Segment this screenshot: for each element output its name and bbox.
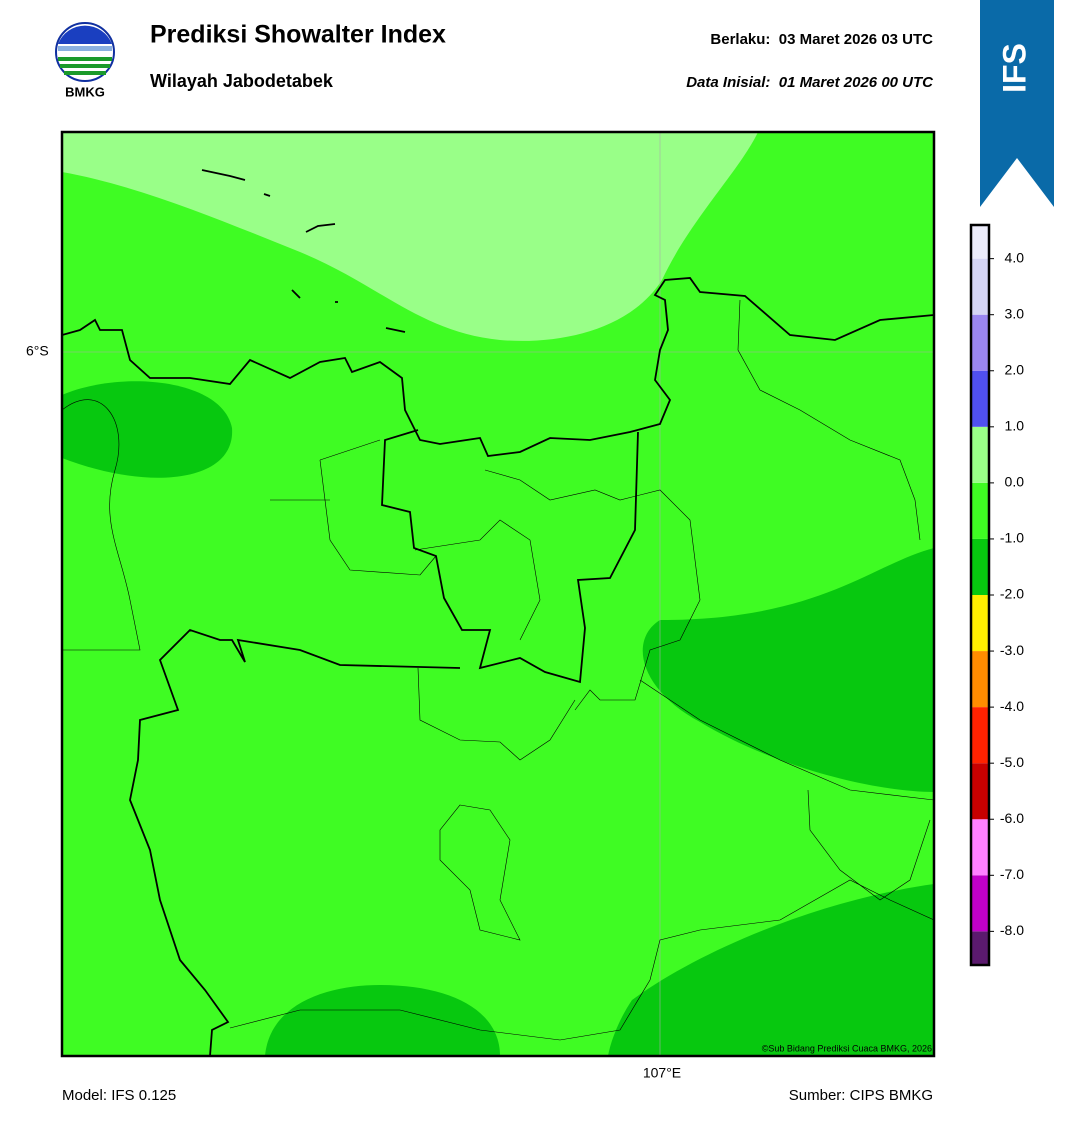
colorbar-tick-label: -2.0 xyxy=(1000,586,1024,602)
lat-label: 6°S xyxy=(26,343,49,359)
colorbar-segment xyxy=(971,225,989,259)
colorbar-segment xyxy=(971,707,989,764)
colorbar-tick-label: 4.0 xyxy=(1005,249,1025,265)
colorbar-tick-label: -6.0 xyxy=(1000,810,1024,826)
colorbar-segment xyxy=(971,538,989,595)
colorbar-tick-label: -7.0 xyxy=(1000,866,1024,882)
colorbar-tick-label: -3.0 xyxy=(1000,642,1024,658)
colorbar-segment xyxy=(971,370,989,427)
valid-time: Berlaku: 03 Maret 2026 03 UTC xyxy=(710,31,933,48)
badge-text: IFS xyxy=(996,43,1032,93)
colorbar-segment xyxy=(971,258,989,315)
colorbar-tick-label: 0.0 xyxy=(1005,474,1025,490)
colorbar-tick-label: -5.0 xyxy=(1000,754,1024,770)
logo-text: BMKG xyxy=(65,84,105,99)
model: Model: IFS 0.125 xyxy=(62,1087,176,1104)
colorbar-segment xyxy=(971,482,989,539)
colorbar-segment xyxy=(971,595,989,652)
colorbar-segment xyxy=(971,314,989,371)
colorbar-segment xyxy=(971,819,989,876)
title: Prediksi Showalter Index xyxy=(150,21,446,49)
lon-label: 107°E xyxy=(643,1065,681,1081)
colorbar-segment xyxy=(971,763,989,820)
colorbar-segment xyxy=(971,426,989,483)
credit: ©Sub Bidang Prediksi Cuaca BMKG, 2026 xyxy=(762,1043,932,1053)
colorbar-tick-label: -8.0 xyxy=(1000,922,1024,938)
badge xyxy=(980,0,1054,207)
source: Sumber: CIPS BMKG xyxy=(789,1087,933,1104)
colorbar-tick-label: -4.0 xyxy=(1000,698,1024,714)
colorbar: 4.0 3.0 2.0 1.0 0.0 -1.0 -2.0 -3.0 -4.0 -5.0 -6.0 -… xyxy=(969,223,1025,967)
map xyxy=(62,132,934,1056)
colorbar-tick-label: 3.0 xyxy=(1005,305,1025,321)
subtitle: Wilayah Jabodetabek xyxy=(150,71,334,91)
colorbar-segment xyxy=(971,931,989,965)
map-frame xyxy=(60,130,936,1058)
colorbar-segment xyxy=(971,875,989,932)
initial-time: Data Inisial: 01 Maret 2026 00 UTC xyxy=(686,74,934,91)
colorbar-segment xyxy=(971,651,989,708)
colorbar-tick-label: 1.0 xyxy=(1005,418,1025,434)
colorbar-tick-label: 2.0 xyxy=(1005,361,1025,377)
logo xyxy=(55,22,115,82)
colorbar-tick-label: -1.0 xyxy=(1000,530,1024,546)
